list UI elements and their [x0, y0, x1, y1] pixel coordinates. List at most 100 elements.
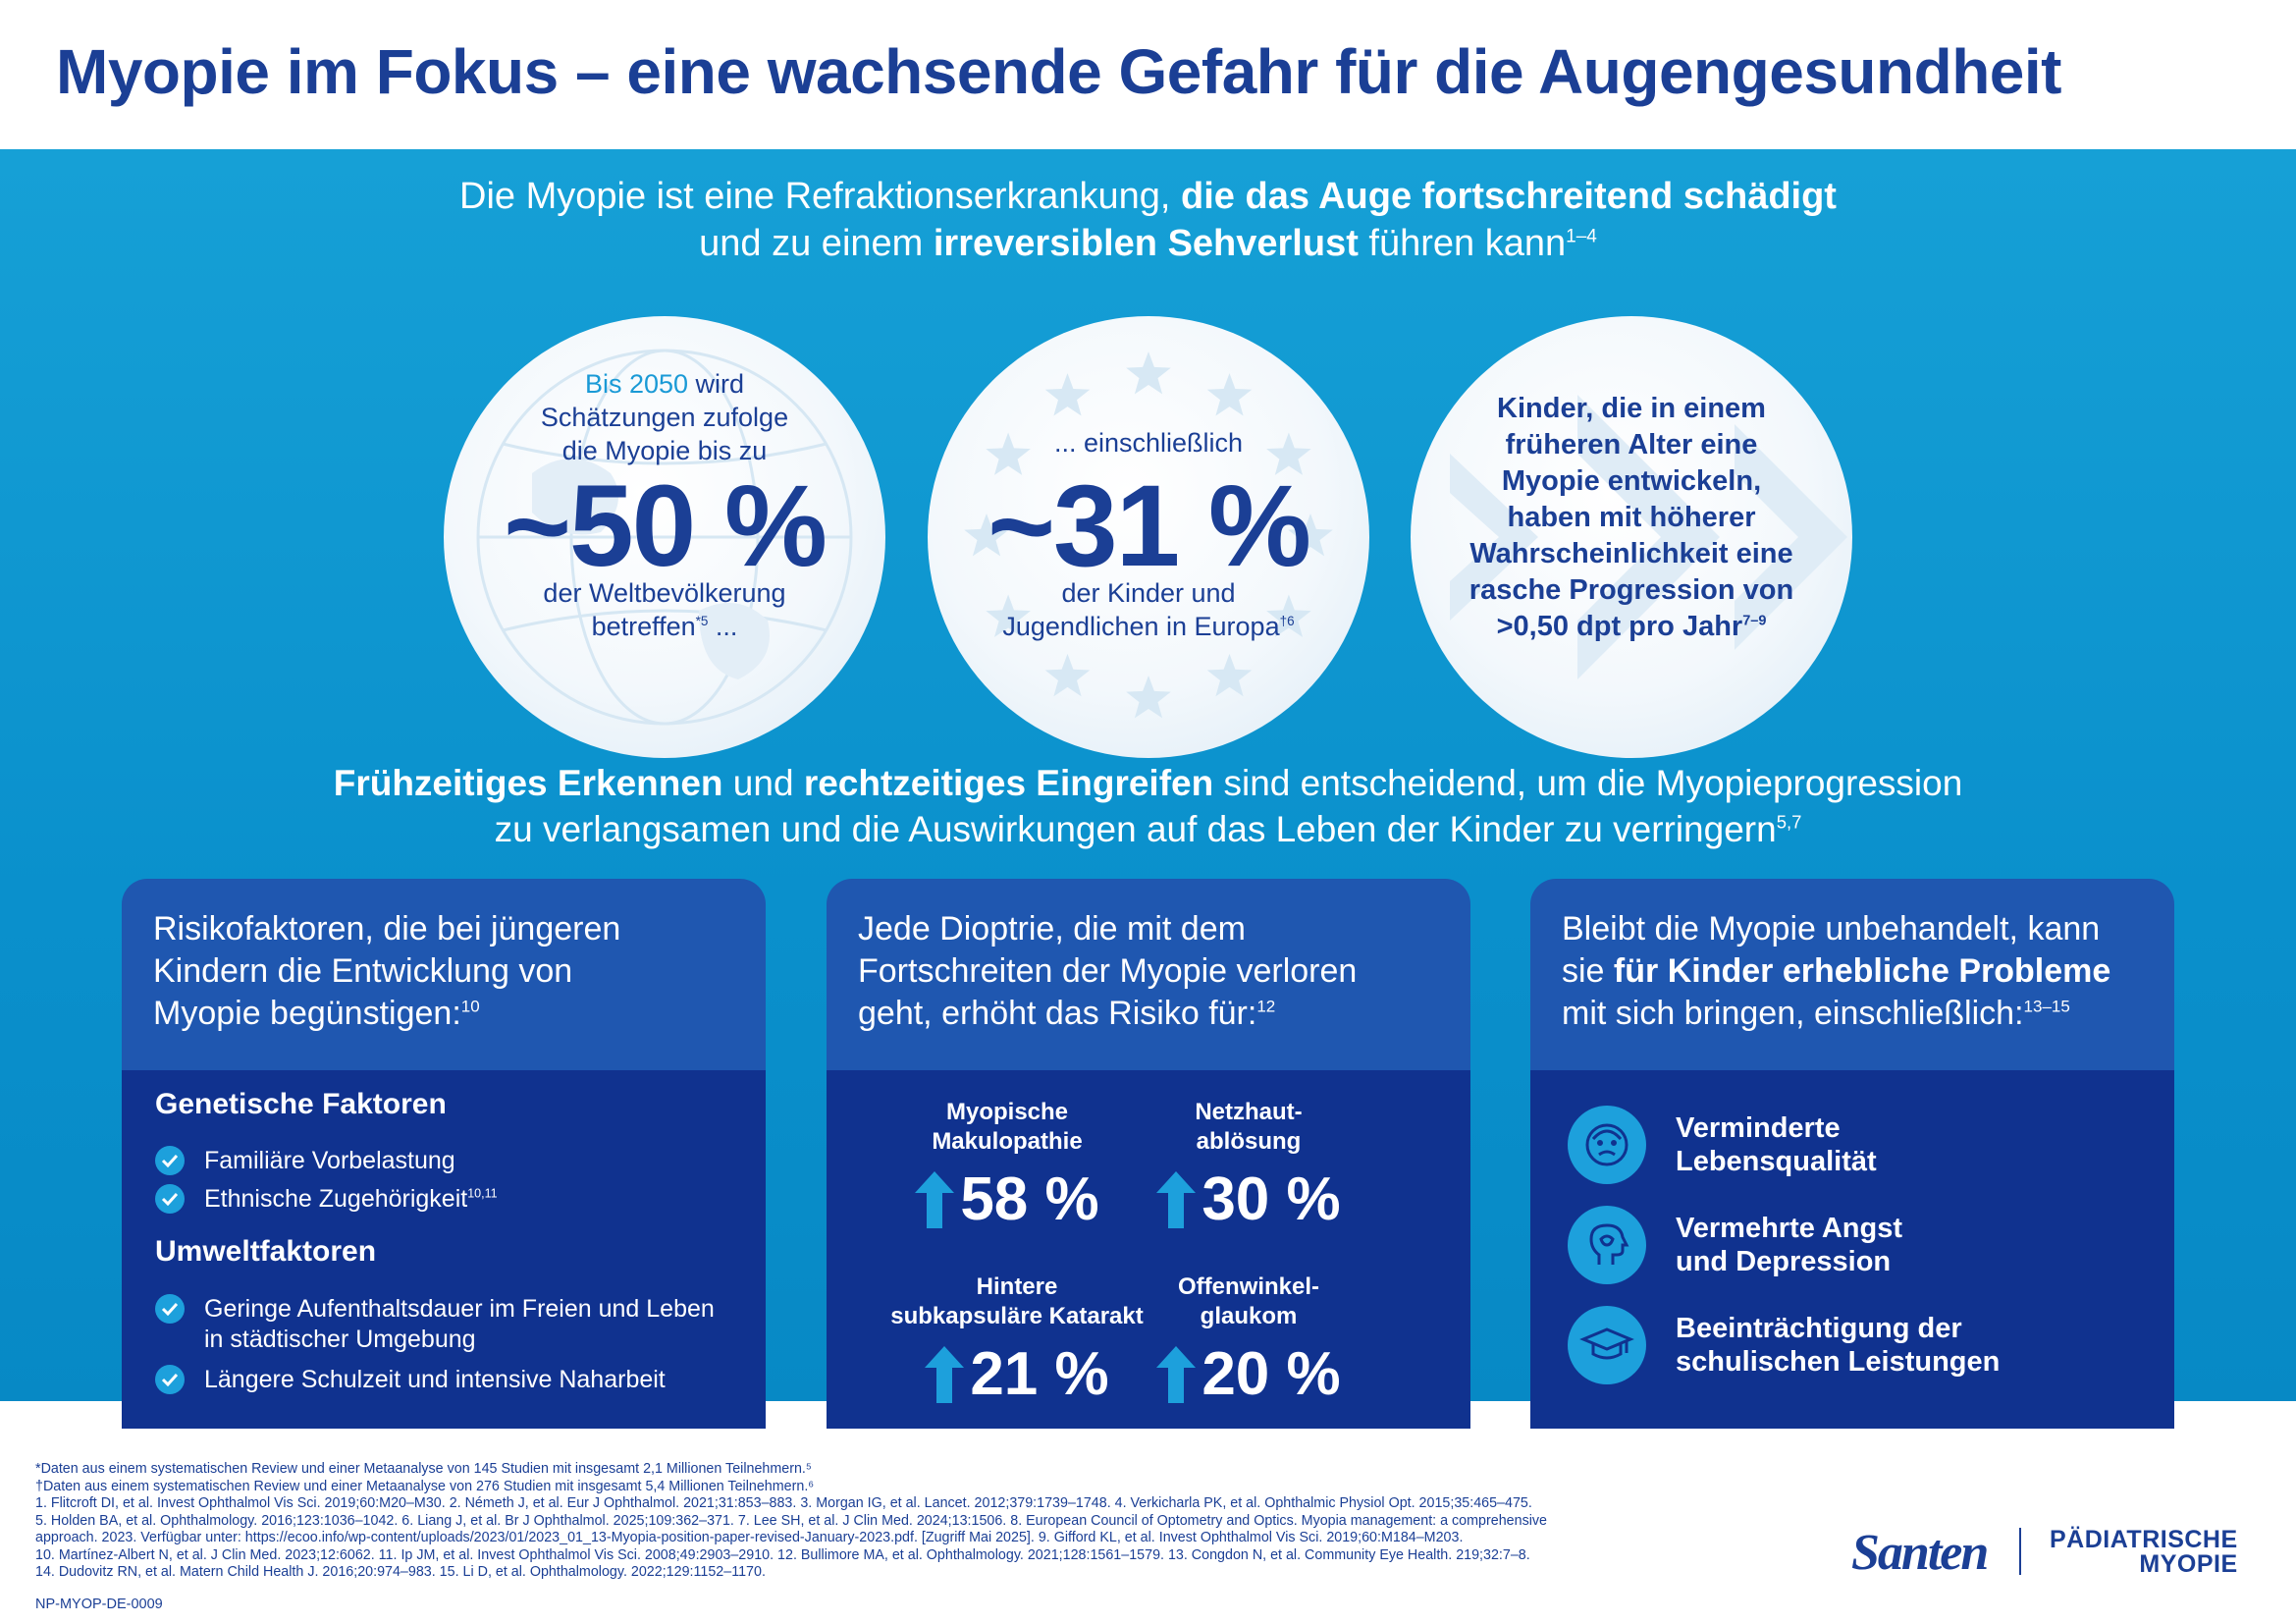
circle2-outro: der Kinder und Jugendlichen in Europa†6: [957, 576, 1340, 643]
stat-label-l1: Myopische: [945, 1099, 1069, 1125]
env-item-school: Längere Schulzeit und intensive Naharbei…: [204, 1366, 666, 1393]
footnote-2: †Daten aus einem systematischen Review u…: [35, 1478, 815, 1494]
references-line3: approach. 2023. Verfügbar unter: https:/…: [35, 1530, 1464, 1545]
circle1-ref: *5: [695, 614, 709, 628]
stat-label-l2: glaukom: [1200, 1303, 1298, 1329]
key-message-line2: zu verlangsamen und die Auswirkungen auf…: [494, 809, 1777, 849]
environmental-factors-heading: Umweltfaktoren: [155, 1235, 377, 1268]
card2-head-line2: Fortschreiten der Myopie verloren: [858, 952, 1358, 990]
check-icon: [155, 1294, 185, 1324]
star-icon: [964, 514, 1009, 557]
card2-head-line1: Jede Dioptrie, die mit dem: [858, 910, 1246, 947]
intro-text: Die Myopie ist eine Refraktionserkrankun…: [0, 173, 2296, 267]
arrow-up-icon: [1156, 1170, 1197, 1228]
circle3-line3: Myopie entwickeln,: [1501, 465, 1762, 497]
paediatric-myopia-logo: PÄDIATRISCHE MYOPIE: [2050, 1528, 2238, 1577]
head-profile-icon: [1568, 1206, 1646, 1284]
risk-factors-body: Genetische Faktoren Familiäre Vorbelastu…: [122, 1070, 766, 1429]
star-icon: [1206, 373, 1253, 416]
card1-head-line3: Myopie begünstigen:: [153, 995, 461, 1032]
eu-stars-icon: [964, 352, 1333, 719]
stat-value: 20 %: [1201, 1340, 1341, 1408]
check-icon: [155, 1365, 185, 1394]
check-icon: [155, 1146, 185, 1175]
circle1-line5: betreffen: [591, 612, 696, 641]
item-line1: Beeinträchtigung der: [1676, 1313, 1962, 1344]
circle1-intro: Bis 2050 wird Schätzungen zufolge die My…: [473, 367, 856, 467]
genetic-item-family: Familiäre Vorbelastung: [204, 1147, 455, 1174]
risk-increase-body: Myopische Makulopathie 58 % Netzhaut- ab…: [827, 1070, 1470, 1429]
risk-factors-header: Risikofaktoren, die bei jüngeren Kindern…: [122, 879, 766, 1070]
stat-maculopathy: Myopische Makulopathie 58 %: [889, 1098, 1125, 1233]
card3-head-line2b: für Kinder erhebliche Probleme: [1613, 952, 2111, 990]
intro-ref: 1–4: [1566, 226, 1597, 247]
star-icon: [1126, 676, 1171, 719]
references-line5: 14. Dudovitz RN, et al. Matern Child Hea…: [35, 1564, 766, 1580]
sad-face-icon: [1568, 1106, 1646, 1184]
footnote-1: *Daten aus einem systematischen Review u…: [35, 1461, 812, 1477]
circle2-intro: ... einschließlich: [1053, 428, 1244, 458]
genetic-factors-heading: Genetische Faktoren: [155, 1088, 447, 1120]
check-icon: [155, 1184, 185, 1214]
stat-label-l1: Netzhaut-: [1195, 1099, 1303, 1125]
circle1-line4: der Weltbevölkerung: [543, 578, 786, 608]
stat-label-l1: Hintere: [976, 1273, 1058, 1300]
consequences-header: Bleibt die Myopie unbehandelt, kann sie …: [1530, 879, 2174, 1070]
star-icon: [1044, 373, 1091, 416]
logo-divider: [2019, 1528, 2021, 1575]
env-item-outdoor-l1: Geringe Aufenthaltsdauer im Freien und L…: [204, 1295, 715, 1323]
risk-factors-card: Risikofaktoren, die bei jüngeren Kindern…: [122, 879, 766, 1429]
santen-logo: Santen: [1851, 1525, 1989, 1581]
arrow-up-icon: [1156, 1345, 1197, 1403]
references-line4: 10. Martínez-Albert N, et al. J Clin Med…: [35, 1546, 1530, 1563]
stat-circle-europe: ... einschließlich ~31 % der Kinder und …: [928, 316, 1369, 758]
card1-head-line1: Risikofaktoren, die bei jüngeren: [153, 910, 621, 947]
star-icon: [1206, 653, 1253, 697]
intro-line2-c: führen kann: [1358, 223, 1567, 264]
consequences-body: Verminderte Lebensqualität Vermehrte Angs…: [1530, 1070, 2174, 1429]
list-item: Geringe Aufenthaltsdauer im Freien und L…: [155, 1294, 715, 1355]
stat-value-row: 58 %: [889, 1164, 1125, 1234]
circle1-year: Bis 2050: [584, 369, 689, 399]
circle3-line2: früheren Alter eine: [1505, 429, 1758, 460]
globe-icon: [476, 349, 853, 726]
circle2-ref: †6: [1279, 614, 1295, 628]
stat-value: 21 %: [970, 1340, 1109, 1408]
circle2-line3: Jugendlichen in Europa: [1002, 612, 1280, 641]
stat-value: 58 %: [960, 1165, 1099, 1233]
stat-cataract: Hintere subkapsuläre Katarakt 21 %: [889, 1272, 1145, 1408]
key-message-c: rechtzeitiges Eingreifen: [803, 763, 1214, 803]
stat-circle-world: Bis 2050 wird Schätzungen zufolge die My…: [444, 316, 885, 758]
card3-head-line3: mit sich bringen, einschließlich:: [1562, 995, 2024, 1032]
genetic-item-ref: 10,11: [467, 1186, 498, 1201]
references-line1: 1. Flitcroft DI, et al. Invest Ophthalmo…: [35, 1495, 1532, 1511]
stat-value-row: 20 %: [1131, 1339, 1366, 1409]
key-message-d: sind entscheidend, um die Myopieprogress…: [1213, 763, 1963, 803]
circle3-ref: 7–9: [1742, 613, 1767, 629]
circle1-line2: Schätzungen zufolge: [540, 403, 789, 432]
circle3-line6: rasche Progression von: [1468, 574, 1794, 606]
page-title: Myopie im Fokus – eine wachsende Gefahr …: [56, 36, 2061, 107]
footnotes: *Daten aus einem systematischen Review u…: [35, 1461, 1832, 1582]
circle3-line5: Wahrscheinlichkeit eine: [1469, 538, 1793, 569]
intro-line1-a: Die Myopie ist eine Refraktionserkrankun…: [459, 176, 1182, 217]
star-icon: [1288, 514, 1333, 557]
list-item: Ethnische Zugehörigkeit10,11: [155, 1184, 498, 1215]
list-item: Beeinträchtigung der schulischen Leistung…: [1568, 1306, 2000, 1384]
circle2-percent: ~31 %: [988, 461, 1311, 591]
card1-ref: 10: [460, 997, 480, 1016]
arrow-up-icon: [925, 1345, 965, 1403]
star-icon: [986, 594, 1031, 637]
stat-circle-progression: Kinder, die in einem früheren Alter eine…: [1411, 316, 1852, 758]
card2-head-line3: geht, erhöht das Risiko für:: [858, 995, 1257, 1032]
circle1-line1: wird: [688, 369, 745, 399]
stat-value: 30 %: [1201, 1165, 1341, 1233]
risk-increase-header: Jede Dioptrie, die mit dem Fortschreiten…: [827, 879, 1470, 1070]
genetic-item-ethnic: Ethnische Zugehörigkeit: [204, 1185, 468, 1213]
card2-ref: 12: [1256, 997, 1276, 1016]
circle3-line4: haben mit höherer: [1507, 502, 1756, 533]
item-line2: Lebensqualität: [1676, 1146, 1877, 1177]
intro-line2-a: und zu einem: [699, 223, 934, 264]
list-item: Verminderte Lebensqualität: [1568, 1106, 1877, 1184]
list-item: Familiäre Vorbelastung: [155, 1146, 455, 1176]
